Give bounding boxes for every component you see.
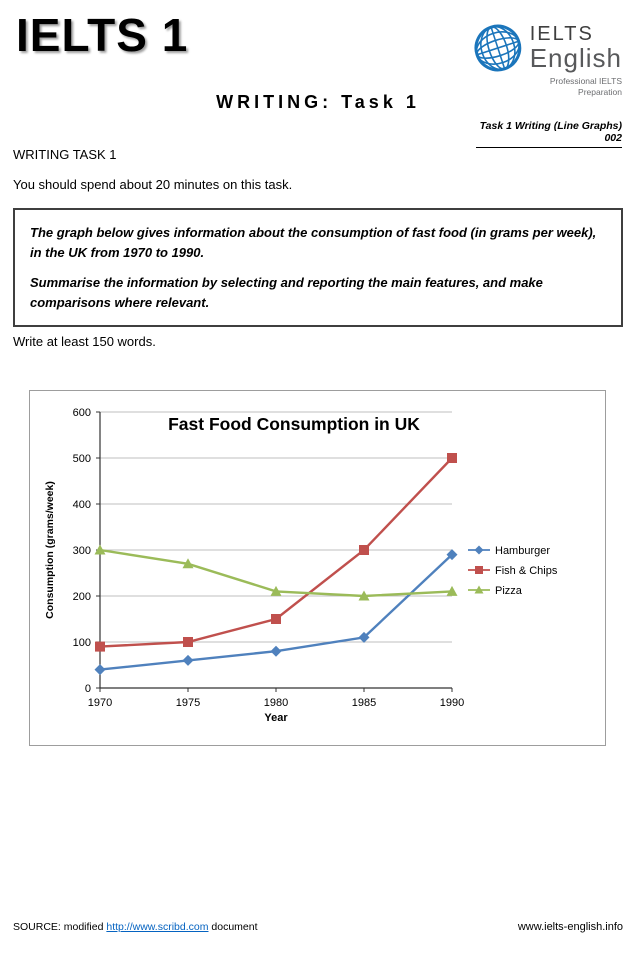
svg-text:Fast Food Consumption in UK: Fast Food Consumption in UK xyxy=(168,414,420,434)
writing-task-subtitle: WRITING: Task 1 xyxy=(216,92,420,112)
svg-text:1975: 1975 xyxy=(176,697,200,709)
svg-text:1980: 1980 xyxy=(264,697,288,709)
source-note: SOURCE: modified http://www.scribd.com d… xyxy=(13,921,258,933)
svg-text:Hamburger: Hamburger xyxy=(495,545,550,557)
page-footer: SOURCE: modified http://www.scribd.com d… xyxy=(13,921,623,933)
task-prompt-paragraph-1: The graph below gives information about … xyxy=(30,225,597,260)
svg-text:600: 600 xyxy=(73,407,91,419)
logo-tagline-line1: Professional IELTS xyxy=(549,76,622,86)
word-count-instruction: Write at least 150 words. xyxy=(13,334,156,349)
task-prompt-paragraph-2: Summarise the information by selecting a… xyxy=(30,275,543,310)
svg-text:Consumption (grams/week): Consumption (grams/week) xyxy=(44,481,56,619)
logo-tagline-line2: Preparation xyxy=(578,87,622,98)
logo-wordmark: IELTS English xyxy=(529,22,622,73)
svg-text:Pizza: Pizza xyxy=(495,585,523,597)
line-chart-container: 0 100 200 300 400 500 600 1970 1975 1980 1985 1990 F… xyxy=(29,390,606,746)
svg-text:500: 500 xyxy=(73,453,91,465)
logo-tagline: Professional IELTS Preparation xyxy=(472,76,622,98)
website-url: www.ielts-english.info xyxy=(517,921,623,933)
source-suffix: document xyxy=(208,921,258,933)
doc-reference: Task 1 Writing (Line Graphs) 002 xyxy=(476,120,622,148)
svg-text:100: 100 xyxy=(73,637,91,649)
svg-text:Fish & Chips: Fish & Chips xyxy=(495,565,558,577)
svg-text:200: 200 xyxy=(73,591,91,603)
logo-english-text: English xyxy=(529,42,622,73)
task-time-instruction: You should spend about 20 minutes on thi… xyxy=(13,177,293,192)
svg-text:0: 0 xyxy=(85,683,91,695)
svg-text:1985: 1985 xyxy=(352,697,376,709)
source-link[interactable]: http://www.scribd.com xyxy=(106,921,209,933)
source-prefix: SOURCE: modified xyxy=(13,921,107,933)
globe-icon xyxy=(474,24,522,72)
svg-text:1970: 1970 xyxy=(88,697,112,709)
svg-text:300: 300 xyxy=(73,545,91,557)
task-prompt-box: The graph below gives information about … xyxy=(13,208,623,327)
svg-text:400: 400 xyxy=(73,499,91,511)
logo-ielts-text: IELTS xyxy=(529,22,594,45)
fast-food-line-chart: 0 100 200 300 400 500 600 1970 1975 1980 1985 1990 F… xyxy=(44,407,558,724)
svg-text:Year: Year xyxy=(264,712,288,724)
svg-text:1990: 1990 xyxy=(440,697,464,709)
page-title: IELTS 1 xyxy=(16,9,189,61)
task-heading: WRITING TASK 1 xyxy=(13,147,117,162)
ielts-english-logo: IELTS English Professional IELTS Prepara… xyxy=(472,22,622,98)
